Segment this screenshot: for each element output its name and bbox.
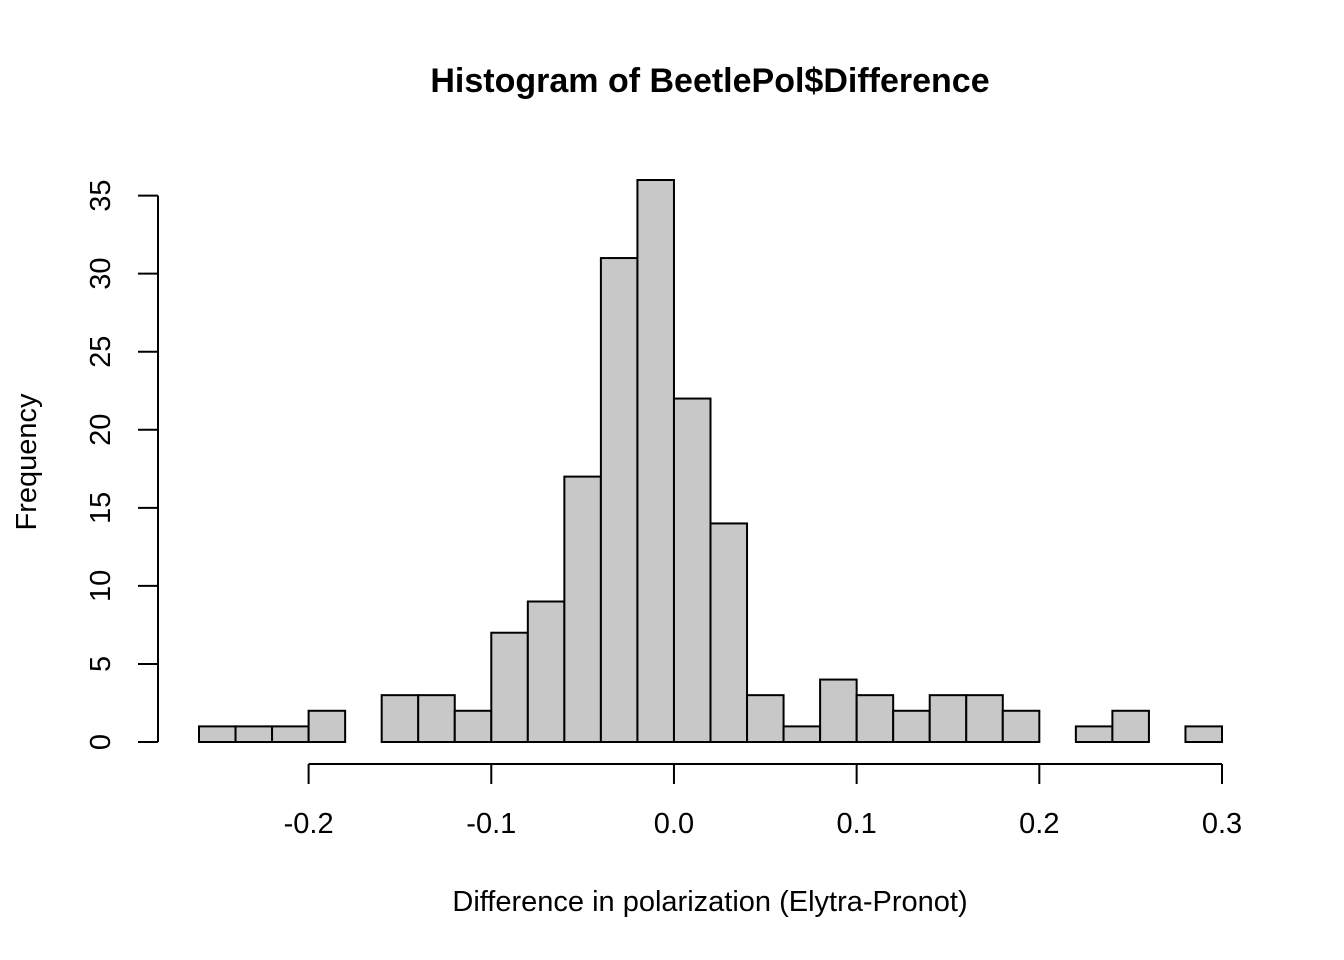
histogram-bar [234, 725, 274, 744]
histogram-bar [819, 678, 858, 743]
histogram-bar [636, 179, 675, 743]
x-axis: -0.2 -0.1 0.0 0.1 0.2 0.3 [284, 763, 1242, 840]
bars-group [198, 179, 1223, 744]
x-tick-label: -0.1 [466, 808, 516, 840]
x-tick-label: 0.0 [654, 808, 694, 840]
histogram-bar [1111, 709, 1150, 743]
histogram-bar [198, 725, 237, 744]
histogram-bar [928, 694, 968, 744]
histogram-bar [709, 522, 749, 744]
histogram-bar [307, 709, 347, 743]
x-tick-label: 0.2 [1019, 808, 1059, 840]
histogram-bar [526, 600, 566, 743]
histogram-bar [892, 709, 931, 743]
histogram-bar [453, 709, 493, 743]
histogram-bar [782, 725, 822, 744]
y-tick-label: 25 [85, 336, 117, 368]
histogram-bar [1074, 725, 1114, 744]
y-axis: 0 5 10 15 20 25 30 35 [85, 179, 159, 750]
histogram-bar [1184, 725, 1223, 744]
histogram-bar [380, 694, 420, 744]
histogram-bar [490, 631, 529, 744]
x-axis-label: Difference in polarization (Elytra-Prono… [452, 886, 967, 918]
histogram-bar [1001, 709, 1041, 743]
histogram-bar [672, 397, 712, 743]
x-tick-label: 0.1 [836, 808, 876, 840]
histogram-bar [746, 694, 785, 744]
y-tick-label: 35 [85, 179, 117, 211]
y-tick-label: 5 [85, 656, 117, 672]
histogram-bar [965, 694, 1004, 744]
y-axis-label: Frequency [11, 393, 43, 531]
chart-title: Histogram of BeetlePol$Difference [430, 62, 989, 100]
x-tick-label: 0.3 [1202, 808, 1242, 840]
x-tick-label: -0.2 [284, 808, 334, 840]
y-tick-label: 20 [85, 414, 117, 446]
histogram-bar [271, 725, 310, 744]
y-tick-label: 10 [85, 570, 117, 602]
histogram-bar [417, 694, 456, 744]
y-tick-label: 0 [85, 734, 117, 750]
histogram-bar [599, 257, 639, 743]
y-tick-label: 15 [85, 492, 117, 524]
histogram-bar [563, 475, 602, 743]
y-tick-label: 30 [85, 258, 117, 290]
histogram-bar [855, 694, 895, 744]
